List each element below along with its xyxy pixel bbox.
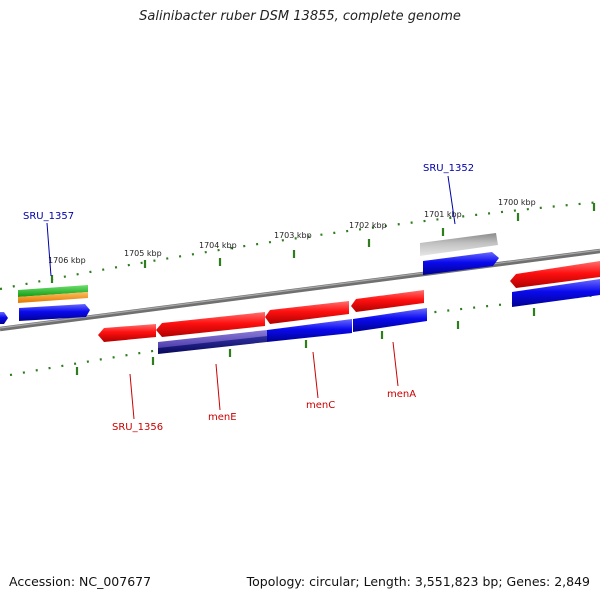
leader-sru1357 [46,222,52,277]
leader-menE [215,363,221,411]
scale-label-1704: 1704 kbp [199,241,237,250]
cds-left-edge[interactable] [0,312,8,324]
gene-sru1356[interactable] [98,324,156,342]
gene-menC[interactable] [265,301,349,324]
map-title: Salinibacter ruber DSM 13855, complete g… [139,9,461,24]
leader-sru1356 [129,373,135,420]
label-menA[interactable]: menA [387,389,416,400]
cds-menC[interactable] [267,319,352,342]
scale-label-1703: 1703 kbp [274,231,312,240]
cds-menE-purple[interactable] [158,330,267,349]
outer-scale-ring [0,200,600,291]
label-sru1352[interactable]: SRU_1352 [423,163,474,174]
label-sru1356[interactable]: SRU_1356 [112,422,163,433]
leader-sru1352 [447,175,456,225]
label-sru1357[interactable]: SRU_1357 [23,211,74,222]
leader-menC [312,351,319,399]
feature-green[interactable] [18,285,88,297]
cds-sru1352-forward[interactable] [423,252,499,275]
genome-summary: Topology: circular; Length: 3,551,823 bp… [246,574,590,589]
scale-label-1706: 1706 kbp [48,256,86,265]
label-menC[interactable]: menC [306,400,335,411]
scale-label-1700: 1700 kbp [498,198,536,207]
scale-label-1705: 1705 kbp [124,249,162,258]
genome-backbone [0,248,600,332]
outer-major-ticks [50,203,596,283]
cds-menA[interactable] [353,308,427,332]
accession-label: Accession: NC_007677 [9,574,152,589]
feature-orange[interactable] [18,292,88,303]
gene-right[interactable] [510,261,600,288]
cds-menE-navy[interactable] [158,336,267,354]
leader-menA [392,341,399,387]
inner-major-ticks [75,308,536,375]
cds-right[interactable] [512,279,600,307]
pseudogene-sru1352[interactable] [420,233,498,256]
cds-sru1357-forward[interactable] [19,304,90,321]
scale-label-1701: 1701 kbp [424,210,462,219]
label-menE[interactable]: menE [208,412,237,423]
gene-menA[interactable] [351,290,424,312]
gene-menE[interactable] [156,312,265,337]
scale-label-1702: 1702 kbp [349,221,387,230]
